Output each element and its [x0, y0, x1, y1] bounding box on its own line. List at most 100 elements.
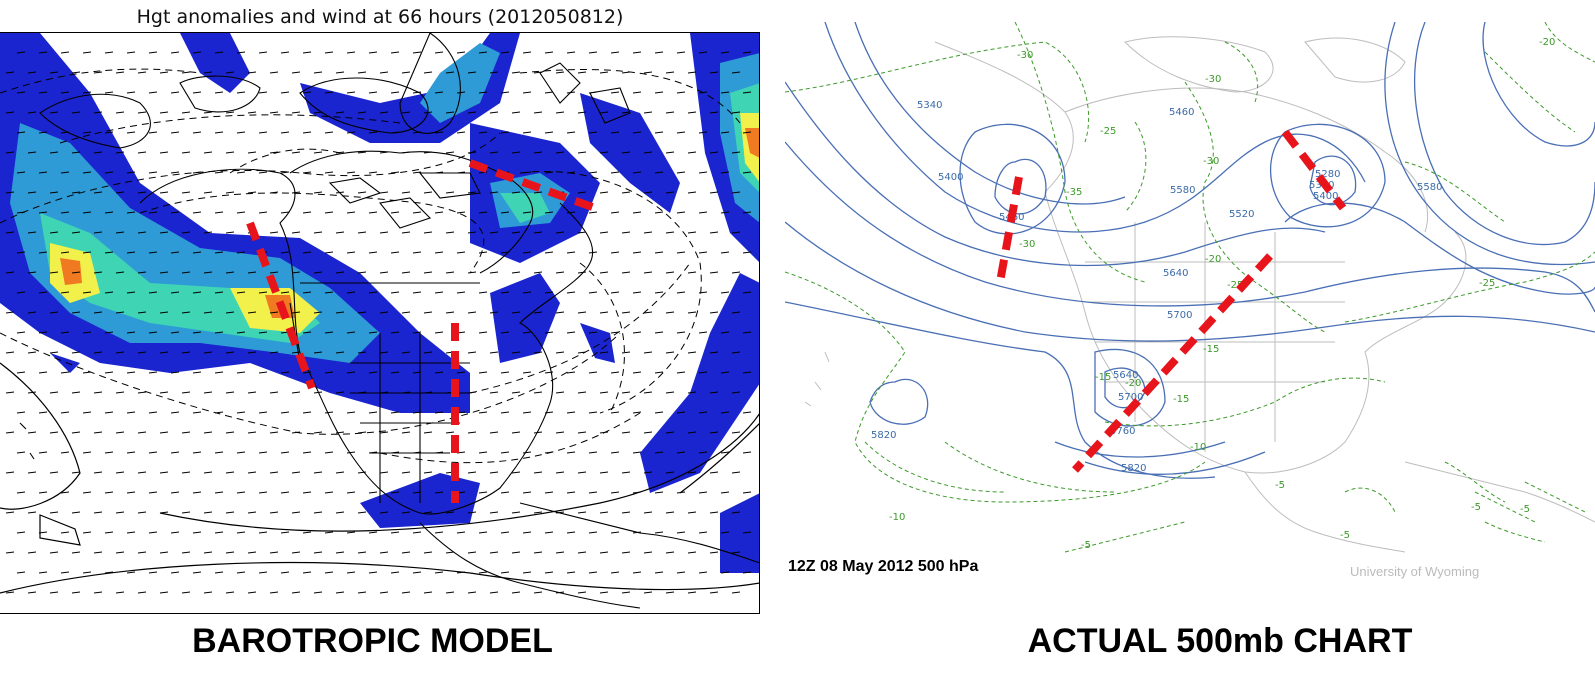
wind-barb	[324, 491, 334, 494]
wind-barb	[181, 151, 191, 154]
wind-barb	[291, 351, 301, 354]
wind-barb	[170, 571, 180, 574]
wind-barb	[269, 71, 279, 74]
wind-barb	[38, 291, 48, 294]
wind-barb	[731, 231, 741, 234]
wind-barb	[401, 111, 411, 114]
wind-barb	[599, 311, 609, 314]
wind-barb	[5, 191, 15, 194]
wind-barb	[5, 591, 15, 594]
wind-barb	[203, 431, 213, 434]
wind-barb	[60, 251, 70, 254]
wind-barb	[126, 371, 136, 374]
wind-barb	[27, 471, 37, 474]
wind-barb	[511, 471, 521, 474]
wind-barb	[533, 511, 543, 514]
wind-barb	[478, 411, 488, 414]
wind-barb	[511, 391, 521, 394]
wind-barb	[302, 571, 312, 574]
wind-barb	[247, 391, 257, 394]
wind-barb	[236, 571, 246, 574]
wind-barb	[467, 231, 477, 234]
wind-barb	[390, 571, 400, 574]
wind-barb	[621, 271, 631, 274]
wind-barb	[280, 51, 290, 54]
wind-barb	[676, 291, 686, 294]
wind-barb	[566, 531, 576, 534]
wind-barb	[247, 511, 257, 514]
wind-barb	[632, 171, 642, 174]
wind-barb	[82, 571, 92, 574]
wind-barb	[313, 231, 323, 234]
wind-barb	[104, 291, 114, 294]
wind-barb	[500, 211, 510, 214]
wind-barb	[203, 271, 213, 274]
wind-barb	[148, 251, 158, 254]
wind-barb	[236, 91, 246, 94]
wind-barb	[632, 411, 642, 414]
wind-barb	[104, 51, 114, 54]
wind-barb	[192, 171, 202, 174]
wind-barb	[731, 71, 741, 74]
wind-barb	[511, 311, 521, 314]
wind-barb	[500, 571, 510, 574]
temp-label: -30	[1203, 156, 1219, 167]
wind-barb	[621, 151, 631, 154]
wind-barb	[665, 471, 675, 474]
wind-barb	[555, 351, 565, 354]
wind-barb	[555, 71, 565, 74]
wind-barb	[16, 571, 26, 574]
wind-barb	[225, 391, 235, 394]
wind-barb	[27, 511, 37, 514]
wind-barb	[280, 171, 290, 174]
temp-label: -5	[1081, 540, 1091, 551]
wind-barb	[71, 511, 81, 514]
wind-barb	[632, 571, 642, 574]
temp-label: -30	[1019, 239, 1035, 250]
temp-label: -25	[1479, 278, 1495, 289]
wind-barb	[621, 231, 631, 234]
wind-barb	[335, 591, 345, 594]
wind-barb	[60, 531, 70, 534]
wind-barb	[192, 371, 202, 374]
wind-barb	[5, 351, 15, 354]
trough-line-west	[996, 176, 1023, 283]
height-labels: 5340 5400 5460 5520 5580 5580 5640 5700 …	[871, 100, 1442, 474]
wind-barb	[38, 371, 48, 374]
wind-barb	[247, 151, 257, 154]
wind-barb	[687, 351, 697, 354]
wind-barb	[368, 371, 378, 374]
wind-barb	[434, 371, 444, 374]
wind-barb	[533, 471, 543, 474]
wind-barb	[115, 391, 125, 394]
wind-barb	[49, 551, 59, 554]
trough-line-central	[1072, 253, 1273, 473]
wind-barb	[742, 251, 752, 254]
wind-barb	[225, 551, 235, 554]
wind-barb	[379, 351, 389, 354]
wind-barb	[456, 531, 466, 534]
wind-barb	[467, 351, 477, 354]
wind-barb	[269, 551, 279, 554]
wind-barb	[401, 351, 411, 354]
wind-barb	[621, 591, 631, 594]
wind-barb	[280, 251, 290, 254]
wind-barb	[467, 71, 477, 74]
wind-barb	[16, 411, 26, 414]
wind-barb	[687, 71, 697, 74]
wind-barb	[368, 171, 378, 174]
wind-barb	[456, 291, 466, 294]
wind-barb	[709, 351, 719, 354]
geography-outline	[804, 36, 1595, 553]
wind-barb	[214, 531, 224, 534]
wind-barb	[654, 251, 664, 254]
wind-barb	[676, 211, 686, 214]
wind-barb	[654, 491, 664, 494]
wind-barb	[214, 291, 224, 294]
wind-barb	[599, 271, 609, 274]
wind-barb	[247, 351, 257, 354]
wind-barb	[346, 571, 356, 574]
wind-barb	[368, 251, 378, 254]
wind-barb	[445, 511, 455, 514]
wind-barb	[478, 131, 488, 134]
